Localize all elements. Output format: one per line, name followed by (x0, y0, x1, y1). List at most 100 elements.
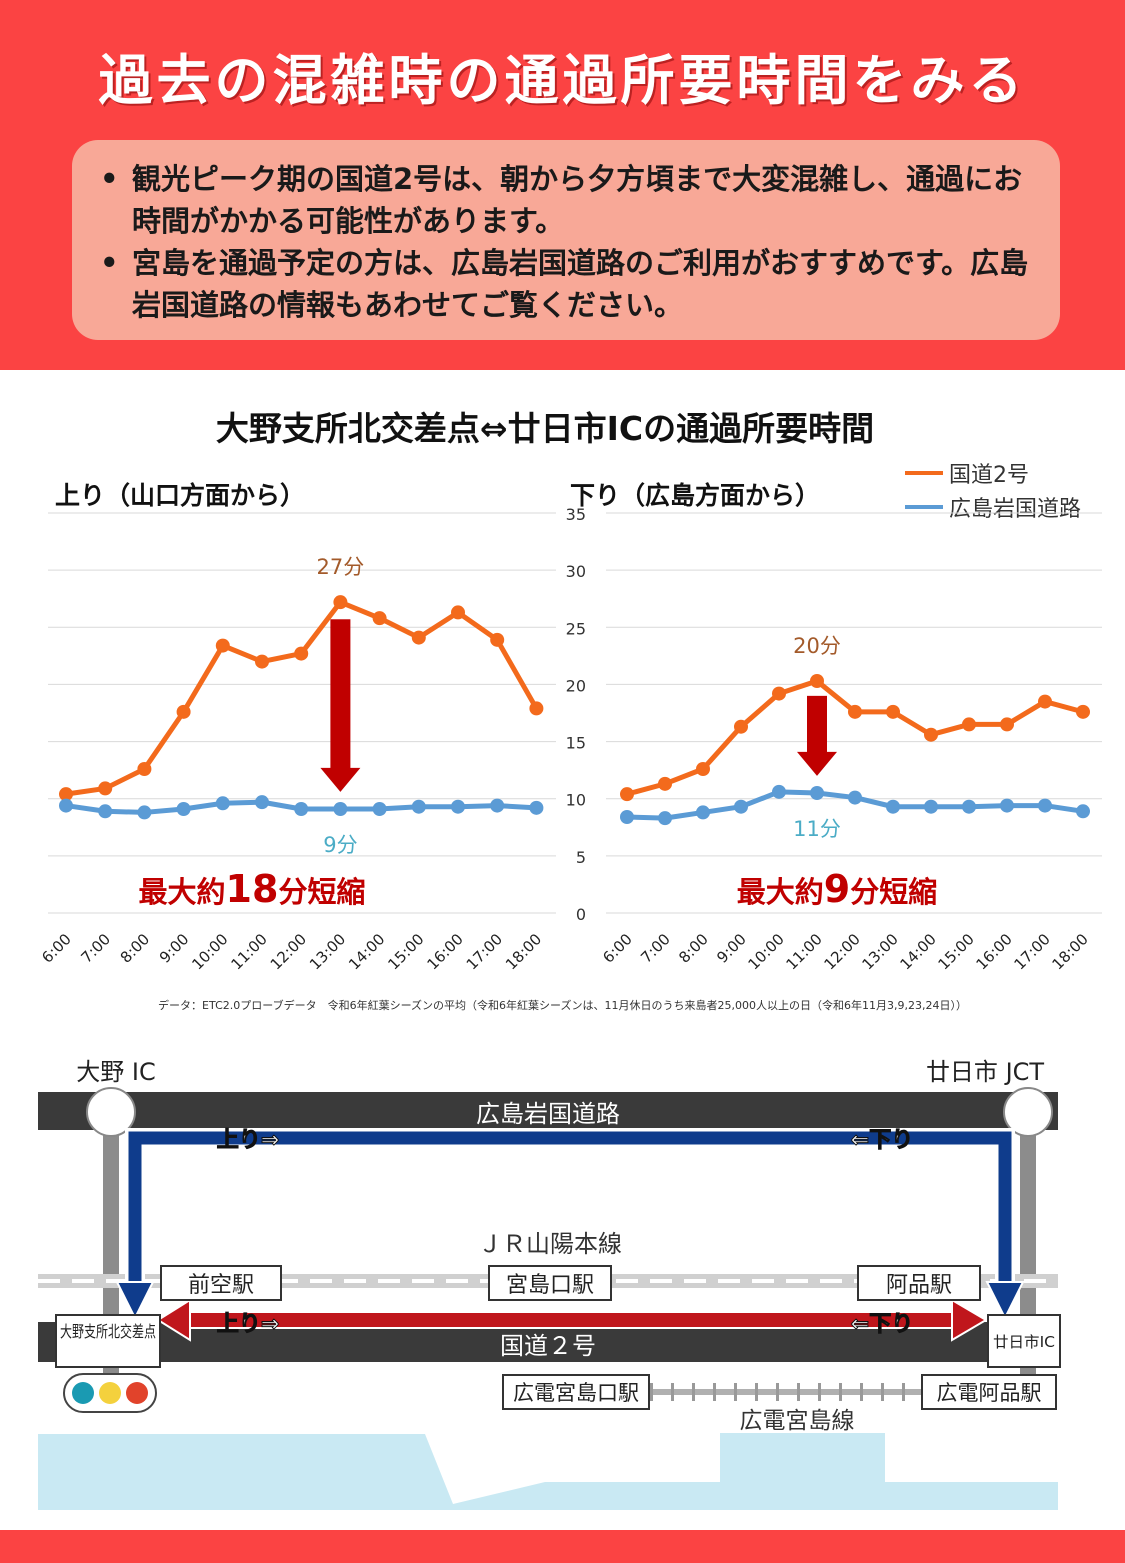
x-tick-label: 8:00 (117, 930, 154, 967)
traffic-light-green-icon (72, 1382, 94, 1404)
tram-right-box (921, 1374, 1057, 1410)
x-tick-label: 15:00 (935, 930, 978, 973)
data-point (924, 727, 938, 742)
data-point (886, 704, 900, 719)
footer-bar (0, 1530, 1125, 1563)
data-point (810, 786, 824, 800)
notice-text: 宮島を通過予定の方は、広島岩国道路のご利用がおすすめです。広島岩国道路の情報もあ… (132, 246, 1029, 322)
down-arrow-right-icon (985, 1281, 1025, 1321)
x-tick-label: 11:00 (783, 930, 826, 973)
data-point (333, 802, 348, 816)
y-tick-label: 35 (566, 505, 586, 524)
data-point (696, 762, 710, 776)
reduction-prefix: 最大約 (737, 875, 824, 909)
jct-right-label: 廿日市 JCT (926, 1058, 1044, 1086)
y-tick-label: 5 (576, 848, 586, 867)
tram-line-label: 広電宮島線 (740, 1408, 855, 1434)
reduction-value: 9 (824, 867, 850, 911)
x-tick-label: 7:00 (77, 930, 114, 967)
max-time-label: 27分 (317, 555, 365, 579)
bullet-icon: • (100, 246, 119, 280)
x-tick-label: 6:00 (38, 930, 75, 967)
expressway-route (125, 1128, 1015, 1285)
tram-left-box (502, 1374, 650, 1410)
expressway-label: 広島岩国道路 (476, 1100, 620, 1128)
data-point (451, 605, 465, 620)
data-point (411, 799, 426, 814)
reduction-arrow-shaft (330, 619, 351, 770)
x-tick-label: 17:00 (463, 930, 506, 973)
traffic-light-yellow-icon (99, 1382, 121, 1404)
data-point (772, 686, 786, 701)
ic-right-label: 廿日市IC (993, 1333, 1055, 1351)
notice-box: • 観光ピーク期の国道2号は、朝から夕方頃まで大変混雑し、通過にお時間がかかる可能… (72, 140, 1060, 340)
traffic-light-red-icon (126, 1382, 148, 1404)
x-tick-label: 18:00 (1049, 930, 1092, 973)
data-point (529, 701, 544, 716)
data-point (924, 799, 938, 814)
bullet-icon: • (100, 162, 119, 196)
reduction-label: 最大約9分短縮 (737, 867, 937, 911)
notice-item: • 宮島を通過予定の方は、広島岩国道路のご利用がおすすめです。広島岩国道路の情報も… (92, 242, 1030, 326)
data-point (98, 781, 113, 796)
data-point (658, 811, 672, 826)
data-point (176, 704, 191, 719)
min-time-label: 9分 (323, 833, 357, 857)
x-tick-label: 16:00 (973, 930, 1016, 973)
min-time-label: 11分 (793, 817, 841, 841)
data-point (658, 776, 672, 791)
station-left-box (160, 1265, 282, 1301)
legend-label: 広島岩国道路 (949, 497, 1082, 522)
expressway-down-label: ⇐下り (851, 1128, 913, 1153)
intersection-box (55, 1314, 161, 1368)
data-point (490, 632, 505, 647)
data-point (372, 611, 387, 626)
reduction-arrow-head-icon (797, 751, 837, 776)
data-point (1076, 804, 1090, 819)
chart-legend: 国道2号 広島岩国道路 (905, 456, 1081, 524)
charts-svg: 6:00 7:00 8:00 9:0010:0011:0012:0013:0014:0… (38, 505, 1102, 973)
route2-route-line (184, 1311, 956, 1329)
header-banner: 過去の混雑時の通過所要時間をみる • 観光ピーク期の国道2号は、朝から夕方頃まで大… (0, 0, 1125, 370)
data-point (962, 799, 976, 814)
station-right-label: 阿品駅 (886, 1273, 952, 1298)
expressway-route-line (128, 1131, 1012, 1285)
route2-label: 国道２号 (500, 1332, 596, 1360)
data-point (848, 790, 862, 805)
series-line-route2 (65, 599, 539, 797)
x-tick-label: 6:00 (599, 930, 636, 967)
chart-title: 大野支所北交差点⇔廿日市ICの通過所要時間 (215, 409, 875, 448)
sea-area (38, 1433, 1058, 1510)
y-tick-label: 0 (576, 905, 586, 924)
data-point (848, 704, 862, 719)
route-map: 広島岩国道路 ＪＲ山陽本線 国道２号 大野 IC 廿日市 JCT 上り⇒ ⇐下り… (38, 1058, 1061, 1510)
reduction-arrow-head-icon (320, 767, 361, 792)
data-point (59, 798, 73, 813)
ic-left-label: 大野 IC (76, 1058, 155, 1086)
data-point (137, 805, 152, 820)
data-point (255, 795, 269, 810)
data-point (215, 796, 230, 811)
ic-left-circle (86, 1087, 136, 1137)
data-point (294, 646, 309, 661)
x-tick-label: 14:00 (345, 930, 388, 973)
data-point (529, 800, 544, 815)
station-center-label: 宮島口駅 (506, 1273, 594, 1298)
legend-line-icon (905, 471, 943, 475)
data-point (734, 799, 748, 814)
x-tick-label: 17:00 (1011, 930, 1054, 973)
x-tick-label: 7:00 (637, 930, 674, 967)
x-tick-label: 10:00 (745, 930, 788, 973)
tram-right-label: 広電阿品駅 (937, 1381, 1042, 1405)
reduction-suffix: 分短縮 (850, 875, 937, 909)
legend-item-expressway: 広島岩国道路 (905, 490, 1081, 524)
reduction-prefix: 最大約 (139, 875, 226, 909)
reduction-arrow-shaft (807, 695, 827, 754)
x-tick-label: 8:00 (675, 930, 712, 967)
x-tick-label: 18:00 (502, 930, 545, 973)
reduction-label: 最大約18分短縮 (139, 867, 366, 911)
x-tick-label: 12:00 (821, 930, 864, 973)
x-tick-label: 16:00 (424, 930, 467, 973)
route2-up-label: 上り⇒ (217, 1312, 279, 1337)
y-tick-label: 25 (566, 619, 586, 638)
